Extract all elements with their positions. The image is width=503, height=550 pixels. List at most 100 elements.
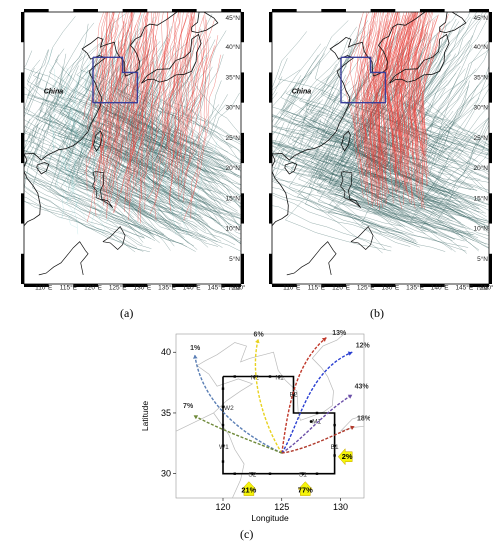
panel-a-label: (a) (120, 306, 134, 320)
exit-percentage: 7% (183, 403, 194, 410)
lon-tick-label: 110°E (283, 284, 301, 291)
entry-percentage: 2% (342, 452, 353, 461)
typhoon-track (123, 78, 229, 169)
typhoon-track (48, 48, 71, 132)
philippines-coast (92, 171, 114, 209)
highlighted-track (124, 12, 142, 160)
highlighted-track (362, 12, 381, 166)
typhoon-track (75, 107, 137, 224)
lat-tick-label: 10°N (225, 225, 240, 233)
lat-tick-label: 5°N (229, 255, 240, 263)
highlighted-track (375, 12, 399, 181)
frame-tick-top (321, 9, 346, 12)
exit-arrowhead (350, 425, 355, 430)
typhoon-track (49, 53, 216, 176)
lon-tick-label: 110°E (35, 284, 53, 291)
typhoon-track (308, 125, 382, 234)
typhoon-track (409, 45, 474, 189)
frame-tick-right (489, 132, 492, 164)
typhoon-track (396, 68, 466, 220)
frame-tick-top (419, 9, 445, 12)
highlighted-track (413, 19, 434, 189)
background-coastline (175, 333, 345, 432)
highlighted-track (375, 32, 401, 195)
frame-tick-bottom (272, 284, 297, 287)
highlighted-track (381, 15, 401, 176)
typhoon-track (272, 141, 384, 175)
typhoon-track (84, 72, 110, 140)
frame-tick-top (221, 9, 241, 12)
frame-tick-bottom (122, 284, 148, 287)
highlighted-track (149, 62, 179, 215)
highlighted-track (112, 12, 133, 149)
lat-tick-label: 45°N (473, 14, 488, 22)
typhoon-track (349, 62, 437, 204)
typhoon-track (176, 155, 197, 219)
highlighted-track (155, 53, 185, 199)
typhoon-track (307, 130, 424, 211)
typhoon-track (406, 72, 489, 210)
typhoon-track (30, 110, 177, 230)
typhoon-track (308, 159, 386, 250)
highlighted-track (411, 20, 429, 184)
highlighted-track (190, 54, 221, 220)
highlighted-track (361, 30, 378, 195)
highlighted-track (357, 13, 376, 174)
highlighted-track (106, 12, 115, 146)
entry-arrow-south-east (297, 481, 313, 496)
highlighted-track (174, 18, 187, 184)
typhoon-track (24, 186, 143, 245)
typhoon-track (365, 97, 484, 203)
x-tick-label: 125 (274, 502, 289, 512)
highlighted-track (373, 12, 394, 165)
highlighted-track (90, 12, 107, 116)
typhoon-track (275, 40, 405, 163)
typhoon-track (24, 125, 161, 198)
highlighted-track (365, 51, 390, 206)
background-coastline (340, 414, 365, 432)
lon-tick-label: 125°E (109, 284, 127, 291)
frame-tick-bottom (171, 284, 197, 287)
borneo-coast (286, 241, 337, 276)
typhoon-track (163, 140, 177, 209)
hainan-coast (36, 162, 50, 175)
node-label: E1 (331, 444, 339, 451)
highlighted-track (391, 12, 405, 152)
japan-coast (389, 33, 450, 84)
exit-arrowhead (193, 415, 199, 420)
lat-tick-label: 30°N (225, 104, 240, 112)
boundary-marker (315, 472, 319, 475)
highlighted-track (353, 41, 373, 205)
frame-tick-top (171, 9, 197, 12)
typhoon-track (132, 128, 216, 239)
frame-tick-top (370, 9, 396, 12)
node-label: M1 (312, 418, 321, 425)
node-label: N2 (251, 375, 260, 382)
highlighted-track (421, 14, 449, 184)
typhoon-track (319, 82, 445, 193)
typhoon-track (291, 108, 489, 205)
typhoon-track (166, 53, 233, 166)
typhoon-track (145, 100, 238, 212)
node-marker (278, 375, 281, 378)
lon-tick-label: 130°E (133, 284, 151, 291)
lat-tick-label: 15°N (473, 194, 488, 202)
entry-arrow-east (337, 448, 353, 466)
frame-tick-right (489, 12, 492, 43)
highlighted-track (135, 35, 158, 193)
vietnam-coast (24, 153, 41, 227)
node-marker (221, 444, 225, 448)
exit-path (254, 338, 283, 454)
typhoon-track (429, 65, 489, 206)
frame-tick-right (241, 12, 244, 43)
typhoon-track (272, 147, 417, 241)
highlighted-track (89, 12, 114, 153)
highlighted-track (105, 78, 124, 219)
highlighted-track (409, 12, 427, 175)
node-marker (301, 472, 305, 476)
lon-tick-label: 150°E (232, 284, 245, 291)
lon-tick-label: 140°E (183, 284, 201, 291)
y-axis-title: Latitude (140, 401, 150, 432)
typhoon-track (336, 91, 431, 226)
highlighted-track (386, 14, 411, 177)
